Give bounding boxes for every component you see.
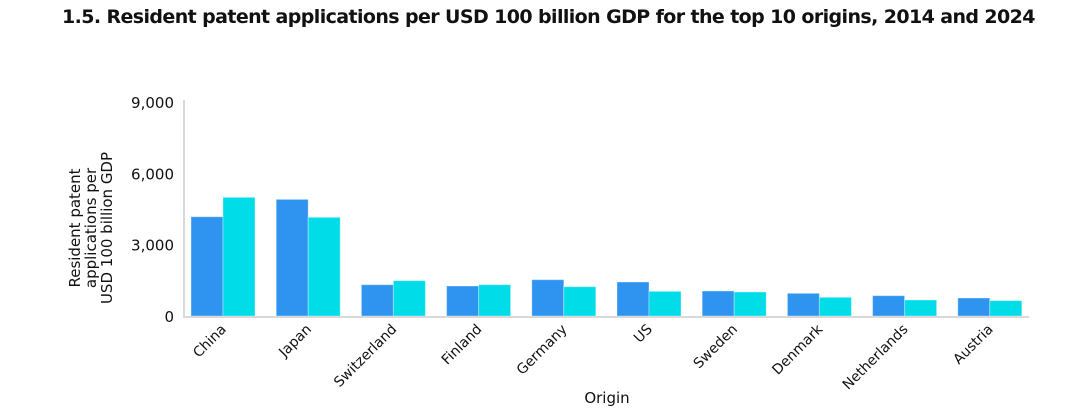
bar-2024-finland bbox=[478, 284, 512, 317]
bar-2024-japan bbox=[307, 216, 341, 317]
x-tick-label: Denmark bbox=[769, 321, 826, 378]
x-tick-label: China bbox=[190, 322, 230, 362]
bar-group-sweden bbox=[701, 290, 767, 317]
y-axis-title: Resident patentapplications perUSD 100 b… bbox=[66, 152, 116, 304]
bar-group-germany bbox=[531, 279, 597, 317]
bar-2014-us bbox=[616, 281, 650, 317]
x-tick-label: Austria bbox=[950, 322, 996, 368]
x-tick-label: Netherlands bbox=[840, 322, 912, 394]
bar-2014-japan bbox=[275, 198, 309, 317]
bar-2014-austria bbox=[957, 297, 991, 317]
y-tick-label: 0 bbox=[164, 308, 174, 326]
bar-2014-netherlands bbox=[872, 295, 906, 317]
chart-title: 1.5. Resident patent applications per US… bbox=[62, 6, 1035, 28]
y-tick-label: 3,000 bbox=[131, 237, 174, 255]
bar-2024-sweden bbox=[733, 291, 767, 317]
x-tick-label: Finland bbox=[439, 322, 486, 369]
bar-group-denmark bbox=[786, 292, 852, 317]
bar-group-switzerland bbox=[360, 280, 426, 317]
y-axis-title-line: Resident patent bbox=[66, 168, 84, 287]
x-tick-label: Japan bbox=[275, 322, 315, 362]
x-tick-label: Switzerland bbox=[331, 322, 400, 391]
bars bbox=[190, 196, 1023, 317]
bar-group-netherlands bbox=[872, 295, 938, 317]
y-tick-label: 9,000 bbox=[131, 94, 174, 112]
bar-group-finland bbox=[446, 284, 512, 317]
y-axis-title-text: Resident patentapplications perUSD 100 b… bbox=[66, 152, 116, 304]
bar-2014-denmark bbox=[786, 292, 820, 317]
bar-group-us bbox=[616, 281, 682, 317]
x-tick-label: Sweden bbox=[691, 322, 741, 372]
bar-group-china bbox=[190, 196, 256, 317]
x-tick-label: US bbox=[631, 321, 656, 346]
x-tick-label: Germany bbox=[514, 322, 571, 379]
bar-2014-sweden bbox=[701, 290, 735, 317]
bar-2024-netherlands bbox=[904, 299, 938, 317]
bar-2024-austria bbox=[989, 300, 1023, 317]
bar-2014-switzerland bbox=[360, 284, 394, 317]
bar-2024-china bbox=[222, 196, 256, 317]
bar-2014-finland bbox=[446, 285, 480, 317]
bar-2024-us bbox=[648, 290, 682, 317]
bar-2024-denmark bbox=[818, 296, 852, 317]
x-axis-title: Origin bbox=[584, 389, 629, 407]
y-axis-title-line: applications per bbox=[82, 167, 100, 288]
bar-2014-germany bbox=[531, 279, 565, 317]
bar-2024-germany bbox=[563, 286, 597, 317]
x-axis-labels: China Japan Switzerland Finland Germany US Swe… bbox=[190, 321, 996, 393]
y-tick-label: 6,000 bbox=[131, 165, 174, 183]
bar-group-japan bbox=[275, 198, 341, 317]
y-axis-title-line: USD 100 billion GDP bbox=[98, 152, 116, 304]
bar-group-austria bbox=[957, 297, 1023, 317]
y-axis-ticks: 0 3,000 6,000 9,000 bbox=[131, 94, 174, 326]
bar-2024-switzerland bbox=[392, 280, 426, 317]
bar-2014-china bbox=[190, 216, 224, 317]
